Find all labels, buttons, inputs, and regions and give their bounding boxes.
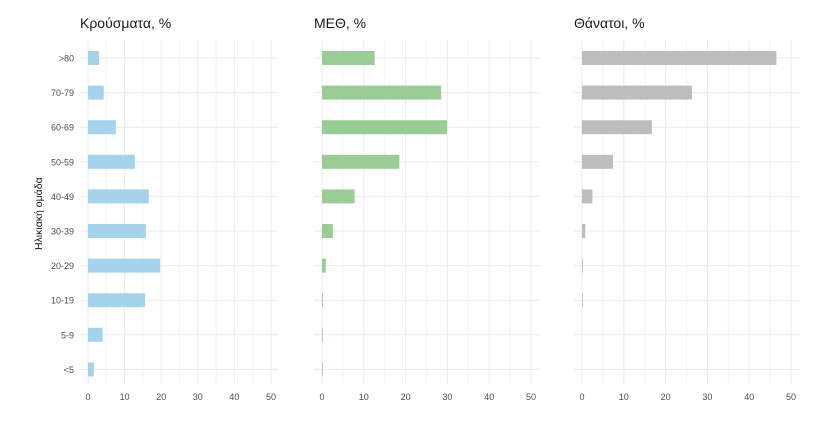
bar — [582, 120, 652, 135]
y-tick-label: 10-19 — [51, 296, 74, 306]
x-tick-label: 50 — [266, 392, 276, 402]
bar — [88, 362, 94, 377]
y-tick-label: 50-59 — [51, 157, 74, 167]
bar — [582, 189, 593, 204]
x-tick-label: 40 — [744, 392, 754, 402]
bar — [322, 189, 355, 204]
y-tick-label: 5-9 — [61, 330, 74, 340]
bar — [582, 154, 613, 169]
bar — [322, 293, 323, 308]
x-tick-label: 50 — [526, 392, 536, 402]
y-tick-label: 40-49 — [51, 192, 74, 202]
y-axis-title: Ηλικιακή ομάδα — [33, 177, 45, 250]
x-tick-label: 40 — [484, 392, 494, 402]
bar — [322, 154, 400, 169]
bar — [88, 120, 116, 135]
bar — [582, 258, 583, 273]
bar — [582, 51, 777, 65]
bar — [582, 293, 583, 308]
y-tick-label: >80 — [59, 54, 74, 64]
x-tick-label: 10 — [619, 392, 629, 402]
x-tick-label: 20 — [156, 392, 166, 402]
bar — [88, 293, 146, 308]
bar — [88, 154, 135, 169]
bar — [322, 51, 375, 65]
bar — [322, 85, 442, 100]
bar — [322, 258, 326, 273]
x-tick-label: 20 — [401, 392, 411, 402]
x-tick-label: 0 — [319, 392, 324, 402]
y-tick-label: 20-29 — [51, 261, 74, 271]
bar — [88, 258, 161, 273]
x-tick-label: 10 — [120, 392, 130, 402]
bar — [582, 224, 586, 238]
bar — [322, 327, 323, 342]
bar — [582, 85, 692, 100]
bar — [88, 189, 149, 204]
bar — [88, 51, 99, 65]
bar — [322, 224, 333, 238]
panel-title: ΜΕΘ, % — [314, 15, 366, 31]
x-tick-label: 0 — [85, 392, 90, 402]
bar — [88, 85, 104, 100]
y-tick-label: 70-79 — [51, 88, 74, 98]
x-tick-label: 10 — [359, 392, 369, 402]
x-tick-label: 50 — [786, 392, 796, 402]
bar — [322, 120, 447, 135]
x-tick-label: 0 — [579, 392, 584, 402]
bar — [88, 327, 103, 342]
y-tick-label: <5 — [64, 365, 74, 375]
x-tick-label: 30 — [193, 392, 203, 402]
y-tick-label: 60-69 — [51, 123, 74, 133]
x-tick-label: 30 — [442, 392, 452, 402]
x-tick-label: 30 — [702, 392, 712, 402]
bar — [88, 224, 146, 238]
y-tick-label: 30-39 — [51, 227, 74, 237]
bar — [322, 362, 323, 377]
panel-title: Θάνατοι, % — [574, 15, 645, 31]
panel-title: Κρούσματα, % — [80, 15, 171, 31]
x-tick-label: 20 — [661, 392, 671, 402]
x-tick-label: 40 — [229, 392, 239, 402]
